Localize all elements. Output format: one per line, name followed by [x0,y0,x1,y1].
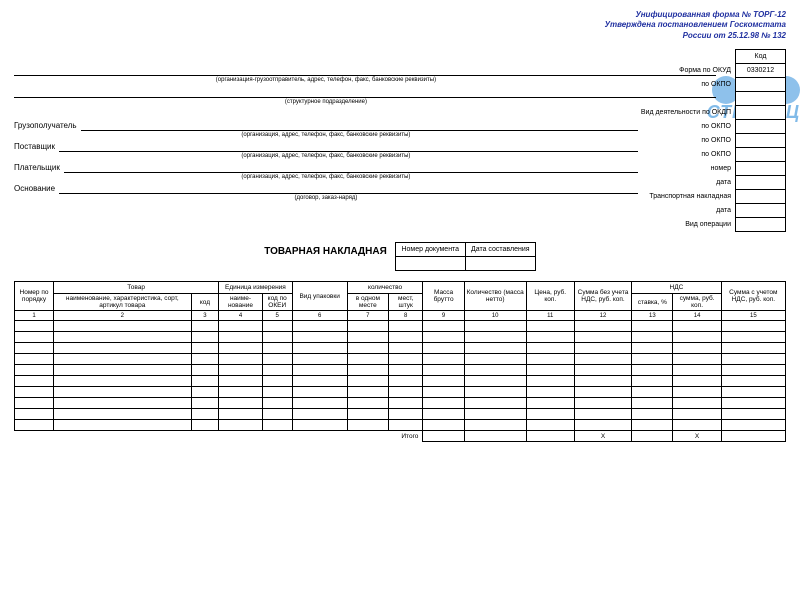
col-num: 9 [423,311,464,321]
okpo4-label: по ОКПО [638,148,736,162]
th-c15: Сумма с учетом НДС, руб. коп. [721,282,785,311]
th-tovar: Товар [54,282,219,294]
form-header: Унифицированная форма № ТОРГ-12 Утвержде… [14,10,786,41]
header-line-3: России от 25.12.98 № 132 [14,31,786,41]
col-num: 8 [389,311,423,321]
th-ed: Единица измерения [219,282,292,294]
post-label: Поставщик [14,142,59,152]
post-line [59,141,638,152]
th-c12: Сумма без учета НДС, руб. коп. [574,282,631,311]
th-c8: мест, штук [389,294,423,311]
table-row [15,398,786,409]
table-row [15,376,786,387]
okpo3-label: по ОКПО [638,134,736,148]
col-num: 7 [347,311,388,321]
data-label: дата [638,176,736,190]
doc-num-header: Номер документа [395,243,465,257]
gruz-caption: (организация, адрес, телефон, факс, банк… [14,132,716,138]
okud-label: Форма по ОКУД [638,64,736,78]
doc-title: ТОВАРНАЯ НАКЛАДНАЯ [264,246,387,271]
col-num: 10 [464,311,526,321]
sender-line-1 [14,65,716,76]
gruz-label: Грузополучатель [14,121,81,131]
itogo-label: Итого [15,431,423,442]
col-num: 5 [262,311,292,321]
th-c1: Номер по порядку [15,282,54,311]
col-num: 3 [191,311,219,321]
col-num: 15 [721,311,785,321]
th-c11: Цена, руб. коп. [526,282,574,311]
itogo-x1: Х [574,431,631,442]
struct-line [14,87,716,98]
th-c14: сумма, руб. коп. [673,294,721,311]
okpo2-label: по ОКПО [638,120,736,134]
table-row [15,343,786,354]
table-row [15,420,786,431]
itogo-x2: Х [673,431,721,442]
header-line-2: Утверждена постановлением Госкомстата [14,20,786,30]
col-num: 6 [292,311,347,321]
data2-label: дата [638,204,736,218]
col-num: 2 [54,311,192,321]
table-row [15,387,786,398]
th-c10: Количество (масса нетто) [464,282,526,311]
nomer-label: номер [638,162,736,176]
vidop-label: Вид операции [638,218,736,232]
doc-number-table: Номер документа Дата составления [395,242,536,271]
col-num: 11 [526,311,574,321]
code-header: Код [736,50,786,64]
table-row [15,354,786,365]
post-caption: (организация, адрес, телефон, факс, банк… [14,153,716,159]
th-c9: Масса брутто [423,282,464,311]
table-row [15,409,786,420]
col-num: 1 [15,311,54,321]
th-c5: код по ОКЕИ [262,294,292,311]
plat-caption: (организация, адрес, телефон, факс, банк… [14,174,716,180]
th-c2: наименование, характеристика, сорт, арти… [54,294,192,311]
header-line-1: Унифицированная форма № ТОРГ-12 [14,10,786,20]
th-kol: количество [347,282,423,294]
osn-caption: (договор, заказ-наряд) [14,195,716,201]
sender-caption: (организация-грузоотправитель, адрес, те… [14,77,716,83]
doc-date-header: Дата составления [465,243,535,257]
gruz-line [81,120,638,131]
table-row [15,321,786,332]
col-num: 14 [673,311,721,321]
col-num: 4 [219,311,263,321]
table-row [15,365,786,376]
th-c7: в одном месте [347,294,388,311]
code-table: Код Форма по ОКУД0330212 по ОКПО Вид дея… [638,49,786,232]
table-row [15,332,786,343]
col-num: 13 [632,311,673,321]
th-c3: код [191,294,219,311]
okdp-label: Вид деятельности по ОКДП [638,106,736,120]
plat-label: Плательщик [14,163,64,173]
okpo-label: по ОКПО [638,78,736,92]
okud-value: 0330212 [736,64,786,78]
th-nds: НДС [632,282,721,294]
osn-line [59,183,638,194]
th-c6: Вид упаковки [292,282,347,311]
th-c13: ставка, % [632,294,673,311]
plat-line [64,162,638,173]
th-c4: наиме- нование [219,294,263,311]
col-num: 12 [574,311,631,321]
transp-label: Транспортная накладная [638,190,736,204]
main-table: Номер по порядку Товар Единица измерения… [14,281,786,442]
osn-label: Основание [14,184,59,194]
okpo-value [736,78,786,92]
